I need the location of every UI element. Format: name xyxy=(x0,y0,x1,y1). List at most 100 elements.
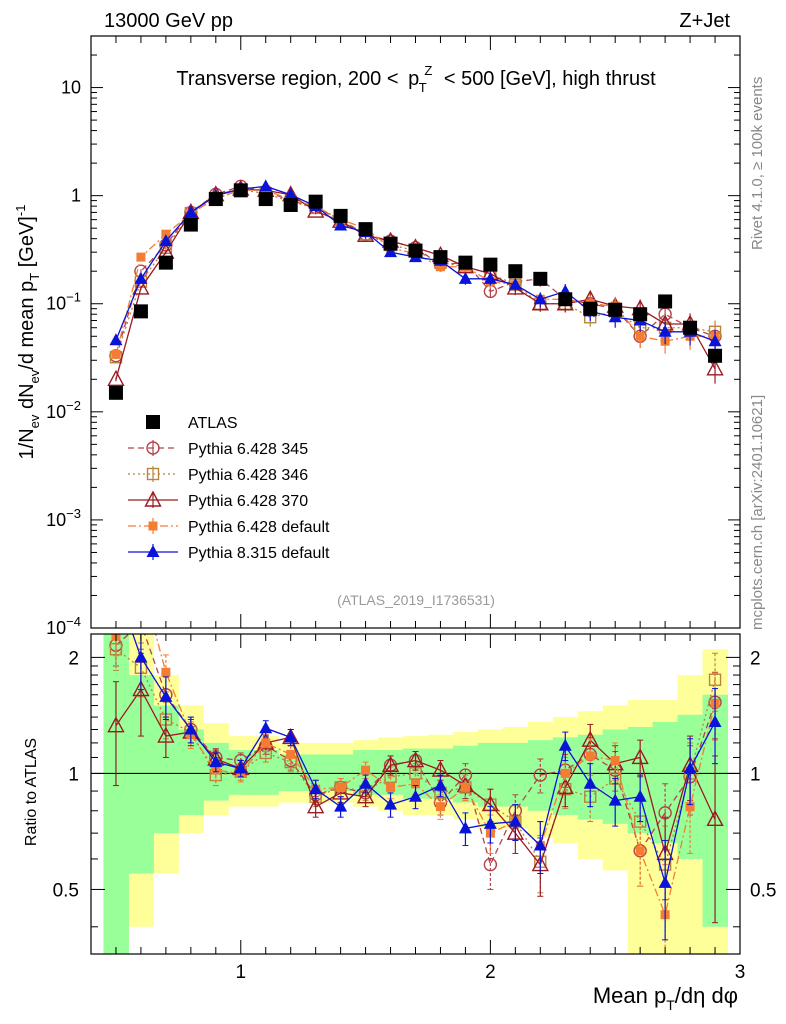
main-point-atlas xyxy=(658,294,673,309)
legend-label-p370: Pythia 6.428 370 xyxy=(188,493,308,510)
main-line-p8 xyxy=(115,185,716,342)
main-point-p8 xyxy=(708,334,722,347)
ratio-point-p8 xyxy=(583,776,597,789)
tick-base: 10 xyxy=(46,294,66,314)
ratio-point-p370 xyxy=(406,751,425,768)
ratio-point-p8 xyxy=(608,793,622,806)
ratio-point-pdef xyxy=(136,575,145,584)
main-point-atlas xyxy=(608,302,623,317)
ratio-ytick-label: 2 xyxy=(68,648,79,669)
ratio-ylabel: Ratio to ATLAS xyxy=(23,738,40,846)
ratio-point-p8 xyxy=(458,821,472,834)
ratio-point-p8 xyxy=(384,797,398,810)
main-frame xyxy=(90,35,741,629)
title-prefix: Transverse region, 200 < xyxy=(176,68,398,90)
main-ytick-label: 10−4 xyxy=(46,614,81,638)
main-point-p8 xyxy=(109,333,123,346)
legend-label-atlas: ATLAS xyxy=(188,415,238,432)
ratio-ytick-label: 1 xyxy=(68,764,79,785)
ratio-point-p8 xyxy=(359,776,373,789)
tick-exp: −3 xyxy=(66,506,81,521)
title-suffix: < 500 [GeV], high thrust xyxy=(444,68,656,90)
main-point-atlas xyxy=(333,208,348,223)
main-point-p370 xyxy=(107,369,125,386)
main-ytick-label: 10−3 xyxy=(46,506,81,530)
ratio-point-pdef xyxy=(361,765,371,775)
legend: ATLAS Pythia 6.428 345 Pythia 6.428 346 Pyt… xyxy=(128,415,330,562)
ratio-point-pdef xyxy=(336,782,346,792)
ratio-point-p8 xyxy=(334,799,348,812)
main-point-p8 xyxy=(483,271,497,284)
main-line-p370 xyxy=(115,188,716,380)
main-point-atlas xyxy=(108,385,123,400)
ratio-xtick-label: 2 xyxy=(485,962,496,983)
ratio-point-p8 xyxy=(109,579,122,591)
ratio-point-p370 xyxy=(107,716,125,733)
main-point-p8 xyxy=(134,271,148,284)
ratio-point-p8 xyxy=(184,722,198,735)
main-point-pdef xyxy=(435,262,445,272)
ratio-xtick-label: 3 xyxy=(735,962,746,983)
ratio-point-p370 xyxy=(381,755,400,772)
ratio-point-p345 xyxy=(533,768,548,782)
ratio-point-pdef xyxy=(585,751,595,761)
ratio-point-p8 xyxy=(409,789,422,802)
ratio-point-pdef xyxy=(261,738,271,748)
main-point-atlas xyxy=(683,320,698,335)
main-point-atlas xyxy=(258,192,273,207)
title-p: p xyxy=(408,68,419,90)
ratio-ytick-label-right: 2 xyxy=(750,648,761,669)
main-point-pdef xyxy=(136,252,146,262)
ratio-point-p8 xyxy=(708,714,722,727)
ratio-point-p370 xyxy=(132,680,150,697)
ratio-point-p370 xyxy=(706,809,724,827)
main-ytick-label: 10 xyxy=(61,78,81,98)
main-point-atlas xyxy=(408,243,423,258)
main-point-p8 xyxy=(284,187,298,200)
ratio-point-p8 xyxy=(134,650,148,663)
ratio-ytick-label-right: 1 xyxy=(750,764,761,785)
tick-exp: −2 xyxy=(66,398,81,413)
ratio-point-p370 xyxy=(306,797,325,814)
ratio-point-pdef xyxy=(685,802,695,812)
main-point-atlas xyxy=(708,348,723,363)
ratio-point-p8 xyxy=(309,782,323,795)
ratio-point-pdef xyxy=(610,756,620,766)
ratio-point-p8 xyxy=(234,761,248,774)
ratio-point-pdef xyxy=(161,667,171,677)
legend-label-p345: Pythia 6.428 345 xyxy=(188,441,308,458)
main-point-atlas xyxy=(158,255,173,270)
legend-marker-p370 xyxy=(144,490,162,507)
tick-base: 10 xyxy=(46,402,66,422)
ratio-point-pdef xyxy=(560,768,570,778)
ratio-ytick-label-right: 0.5 xyxy=(750,880,776,901)
main-point-p8 xyxy=(184,205,198,218)
main-point-pdef xyxy=(635,331,645,341)
main-point-p8 xyxy=(533,292,547,305)
legend-marker-p346 xyxy=(146,467,160,481)
ratio-xtick-label: 1 xyxy=(235,962,246,983)
ratio-point-p8 xyxy=(159,689,173,702)
process-label: Z+Jet xyxy=(679,10,730,32)
main-ytick-label: 10−2 xyxy=(46,398,81,422)
main-point-p8 xyxy=(384,245,398,258)
main-point-pdef xyxy=(111,349,121,359)
ratio-point-pdef xyxy=(286,749,296,759)
main-point-atlas xyxy=(183,217,198,232)
tick-exp: −4 xyxy=(66,614,81,629)
main-point-atlas xyxy=(133,304,148,319)
main-point-atlas xyxy=(533,271,548,286)
main-point-atlas xyxy=(208,192,223,207)
main-ylabel: 1/Nev dNev/d mean pT [GeV]-1 xyxy=(13,205,42,460)
legend-label-p8: Pythia 8.315 default xyxy=(188,545,330,562)
ratio-point-pdef xyxy=(435,802,445,812)
ratio-frame xyxy=(90,633,741,955)
main-point-p8 xyxy=(458,271,472,284)
main-point-atlas xyxy=(283,197,298,212)
main-point-p8 xyxy=(508,277,522,290)
main-point-atlas xyxy=(308,194,323,209)
title-sub: T xyxy=(419,80,427,95)
tick-base: 10 xyxy=(46,510,66,530)
